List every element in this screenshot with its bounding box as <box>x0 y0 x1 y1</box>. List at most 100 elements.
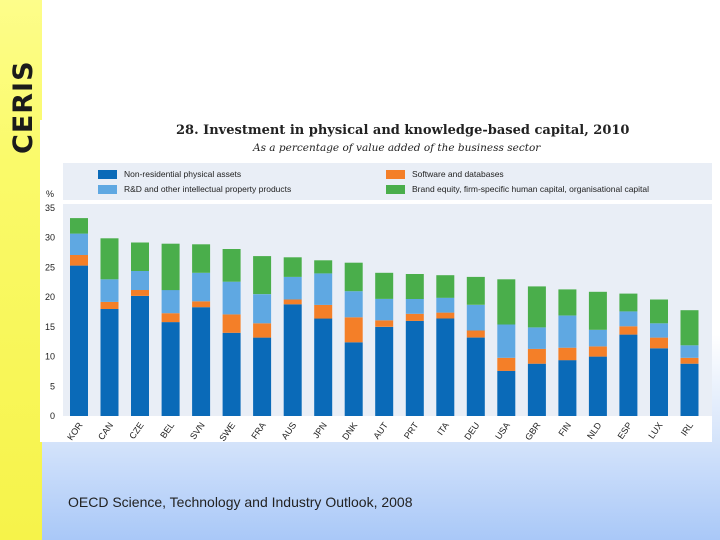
x-tick-label: ITA <box>435 420 451 437</box>
x-axis: KOR CAN CZE BEL SVN SWE FRA AUS JPN DNK AUT PRT ITA D… <box>65 420 695 442</box>
bar-segment <box>100 309 119 416</box>
bar-segment <box>405 313 424 321</box>
bar-segment <box>283 276 302 300</box>
bars <box>70 218 699 416</box>
bar-segment <box>680 310 699 346</box>
bar-segment <box>375 326 394 416</box>
stacked-bar-chart: % 0 5 10 15 20 25 30 35 KOR CAN CZE BEL SVN SWE FRA AU… <box>45 189 712 442</box>
bar-segment <box>497 324 516 358</box>
bar-segment <box>253 294 272 324</box>
bar-segment <box>314 260 333 274</box>
bar-segment <box>161 290 180 314</box>
legend-swatch <box>386 184 405 194</box>
bar-segment <box>253 256 272 295</box>
bar-segment <box>70 265 88 416</box>
bar-segment <box>497 357 516 371</box>
bar-segment <box>131 290 149 296</box>
bar-segment <box>650 348 668 416</box>
bar-segment <box>100 301 119 309</box>
y-axis-unit-label: % <box>46 189 54 199</box>
x-tick-label: NLD <box>585 420 604 441</box>
bar-segment <box>619 334 638 416</box>
bar-segment <box>222 314 241 333</box>
bar-segment <box>283 257 302 277</box>
x-tick-label: PRT <box>402 420 421 441</box>
bar-segment <box>680 357 699 364</box>
bar-segment <box>588 356 607 416</box>
x-tick-label: SVN <box>188 420 207 441</box>
chart-legend: Non-residential physical assets R&D and … <box>63 163 712 200</box>
x-tick-label: DEU <box>462 420 481 441</box>
bar-segment <box>344 262 363 292</box>
legend-item-physical: Non-residential physical assets <box>98 169 241 179</box>
bar-segment <box>405 320 424 416</box>
legend-label: R&D and other intellectual property prod… <box>124 184 292 194</box>
bar-segment <box>283 304 302 416</box>
y-axis: 0 5 10 15 20 25 30 35 <box>45 203 55 421</box>
bar-segment <box>314 318 333 416</box>
bar-segment <box>466 330 485 338</box>
bar-segment <box>558 289 577 316</box>
legend-item-brand: Brand equity, firm-specific human capita… <box>386 184 649 194</box>
bar-segment <box>527 348 546 364</box>
y-tick-label: 35 <box>45 203 55 213</box>
legend-label: Non-residential physical assets <box>124 169 242 179</box>
bar-segment <box>558 347 577 361</box>
source-note: OECD Science, Technology and Industry Ou… <box>68 494 413 510</box>
bar-segment <box>650 323 668 338</box>
x-tick-label: BEL <box>158 420 176 440</box>
bar-segment <box>650 299 668 324</box>
bar-segment <box>100 238 119 280</box>
legend-swatch <box>98 169 117 179</box>
side-brand-bar: CERIS <box>0 0 42 540</box>
bar-segment <box>161 313 180 323</box>
x-tick-label: ESP <box>616 420 635 440</box>
bar-segment <box>161 243 180 291</box>
x-tick-label: AUT <box>371 420 390 441</box>
x-tick-label: SWE <box>217 420 237 442</box>
bar-segment <box>405 274 424 299</box>
bar-segment <box>405 298 424 314</box>
bar-segment <box>588 291 607 330</box>
y-tick-label: 30 <box>45 233 55 243</box>
legend-swatch <box>98 184 117 194</box>
bar-segment <box>650 337 668 349</box>
bar-segment <box>253 337 272 416</box>
bar-segment <box>466 337 485 416</box>
y-tick-label: 15 <box>45 322 55 332</box>
bar-segment <box>314 304 333 319</box>
bar-segment <box>436 318 455 416</box>
legend-label: Software and databases <box>412 169 504 179</box>
x-tick-label: KOR <box>65 420 85 442</box>
x-tick-label: FIN <box>557 420 574 438</box>
bar-segment <box>70 218 88 234</box>
bar-segment <box>558 360 577 416</box>
legend-swatch <box>386 169 405 179</box>
bar-segment <box>588 329 607 347</box>
bar-segment <box>619 311 638 327</box>
x-tick-label: DNK <box>340 420 359 441</box>
x-tick-label: JPN <box>311 420 329 440</box>
x-tick-label: CAN <box>96 420 115 441</box>
bar-segment <box>314 273 333 305</box>
chart-subtitle: As a percentage of value added of the bu… <box>253 142 541 154</box>
bar-segment <box>375 298 394 321</box>
bar-segment <box>344 291 363 318</box>
y-tick-label: 20 <box>45 292 55 302</box>
bar-segment <box>253 323 272 338</box>
bar-segment <box>436 297 455 313</box>
bar-segment <box>131 271 149 290</box>
chart-title: 28. Investment in physical and knowledge… <box>176 123 630 138</box>
legend-label: Brand equity, firm-specific human capita… <box>412 184 650 194</box>
bar-segment <box>222 281 241 315</box>
bar-segment <box>283 299 302 305</box>
bar-segment <box>222 332 241 416</box>
bar-segment <box>375 320 394 327</box>
y-tick-label: 10 <box>45 352 55 362</box>
bar-segment <box>619 326 638 335</box>
bar-segment <box>527 327 546 349</box>
y-tick-label: 5 <box>50 381 55 391</box>
bar-segment <box>527 363 546 416</box>
bar-segment <box>192 307 211 416</box>
bar-segment <box>192 244 211 273</box>
